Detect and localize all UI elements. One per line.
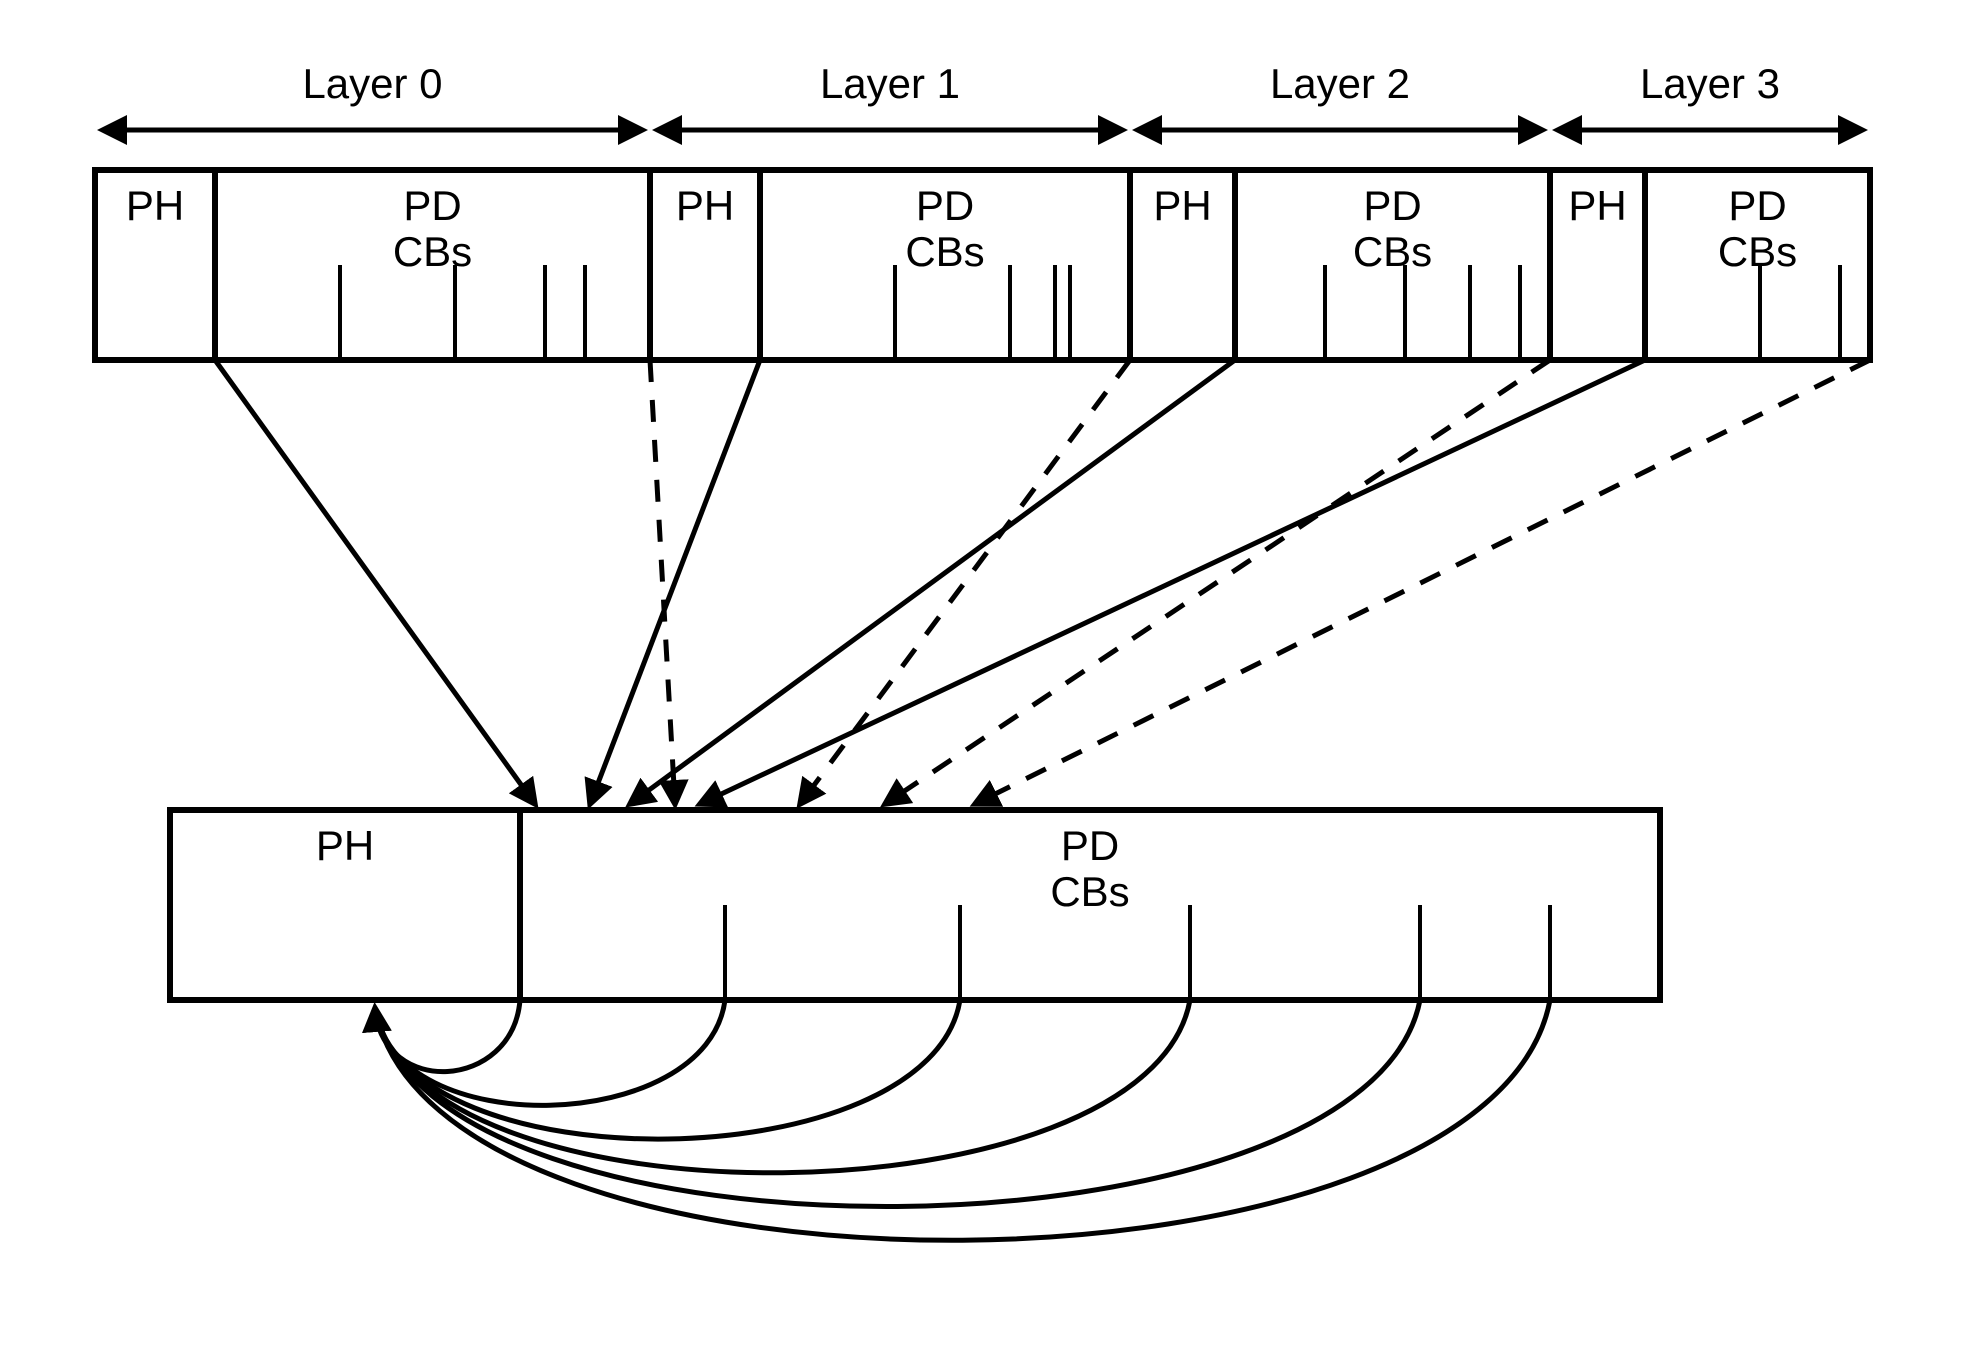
- map-arrow-dashed-1: [800, 360, 1130, 804]
- top-pd-label-2: PD: [1363, 182, 1421, 230]
- top-cbs-label-1: CBs: [905, 228, 984, 276]
- top-pd-label-3: PD: [1728, 182, 1786, 230]
- bottom-row-box: [170, 810, 1660, 1000]
- bottom-cbs-label: CBs: [1050, 868, 1129, 916]
- layer-label-2: Layer 2: [1270, 60, 1410, 108]
- bottom-pd-label: PD: [1061, 822, 1119, 870]
- map-arrow-solid-3: [700, 360, 1645, 804]
- layer-label-1: Layer 1: [820, 60, 960, 108]
- diagram: Layer 0PHPDCBsLayer 1PHPDCBsLayer 2PHPDC…: [40, 40, 1925, 1328]
- top-ph-label-0: PH: [126, 182, 184, 230]
- layer-label-3: Layer 3: [1640, 60, 1780, 108]
- top-pd-label-0: PD: [403, 182, 461, 230]
- map-arrow-dashed-0: [650, 360, 675, 804]
- top-cbs-label-3: CBs: [1718, 228, 1797, 276]
- bottom-ph-label: PH: [316, 822, 374, 870]
- top-cbs-label-0: CBs: [393, 228, 472, 276]
- top-ph-label-1: PH: [676, 182, 734, 230]
- map-arrow-dashed-3: [975, 360, 1870, 804]
- map-arrow-solid-2: [630, 360, 1235, 804]
- top-pd-label-1: PD: [916, 182, 974, 230]
- map-arrow-solid-1: [590, 360, 760, 804]
- map-arrow-dashed-2: [885, 360, 1550, 804]
- map-arrow-solid-0: [215, 360, 535, 804]
- top-cbs-label-2: CBs: [1353, 228, 1432, 276]
- top-ph-label-2: PH: [1153, 182, 1211, 230]
- top-ph-label-3: PH: [1568, 182, 1626, 230]
- layer-label-0: Layer 0: [302, 60, 442, 108]
